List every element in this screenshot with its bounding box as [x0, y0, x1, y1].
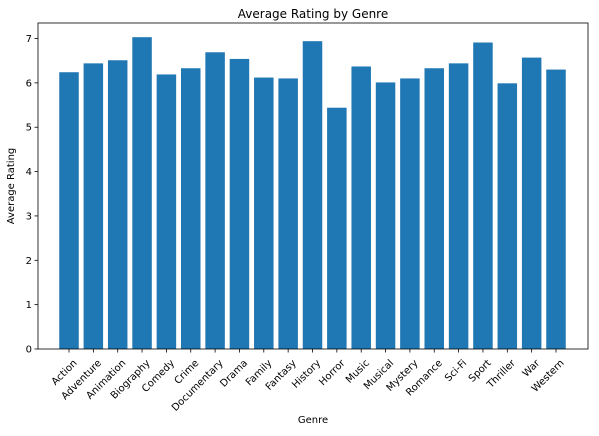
- bar-fantasy: [278, 78, 298, 349]
- bar-comedy: [156, 74, 177, 349]
- bar-horror: [327, 107, 347, 349]
- bar-sport: [473, 42, 493, 350]
- bars-group: [59, 37, 566, 350]
- x-axis-label: Genre: [298, 415, 328, 426]
- bar-history: [302, 41, 323, 349]
- y-axis: 0 1 2 3 4 5 6 7: [26, 34, 38, 356]
- bar-musical: [375, 82, 396, 350]
- bar-drama: [229, 58, 250, 350]
- plot-frame: [37, 22, 589, 350]
- bar-biography: [132, 37, 152, 349]
- bar-sci-fi: [448, 63, 469, 350]
- bar-family: [254, 77, 274, 349]
- bar-western: [546, 69, 566, 349]
- bar-romance: [424, 68, 444, 350]
- plot-area: 0 1 2 3 4 5 6 7 ActionAdventureAnimationBiograp…: [26, 22, 589, 414]
- bar-action: [59, 72, 79, 349]
- y-axis-label: Average Rating: [6, 148, 17, 224]
- bar-documentary: [205, 52, 225, 350]
- x-tick-label: Horror: [317, 357, 348, 388]
- y-tick-label: 6: [26, 78, 32, 89]
- chart-title: Average Rating by Genre: [238, 7, 388, 21]
- bar-thriller: [497, 83, 518, 349]
- y-tick-label: 1: [26, 300, 32, 311]
- bar-adventure: [83, 63, 104, 350]
- y-tick-label: 2: [26, 256, 32, 267]
- bar-animation: [107, 60, 128, 349]
- y-tick-label: 3: [26, 211, 32, 222]
- bar-music: [351, 66, 371, 349]
- bar-crime: [181, 68, 201, 350]
- y-tick-label: 4: [26, 167, 32, 178]
- y-tick-label: 0: [26, 345, 32, 356]
- y-tick-label: 5: [26, 123, 32, 134]
- bar-mystery: [400, 78, 420, 349]
- y-tick-label: 7: [26, 34, 32, 45]
- x-tick-label: Drama: [218, 358, 250, 390]
- bar-war: [521, 57, 542, 349]
- x-tick-label: Sci-Fi: [443, 358, 469, 384]
- x-axis: ActionAdventureAnimationBiographyComedyC…: [50, 349, 567, 414]
